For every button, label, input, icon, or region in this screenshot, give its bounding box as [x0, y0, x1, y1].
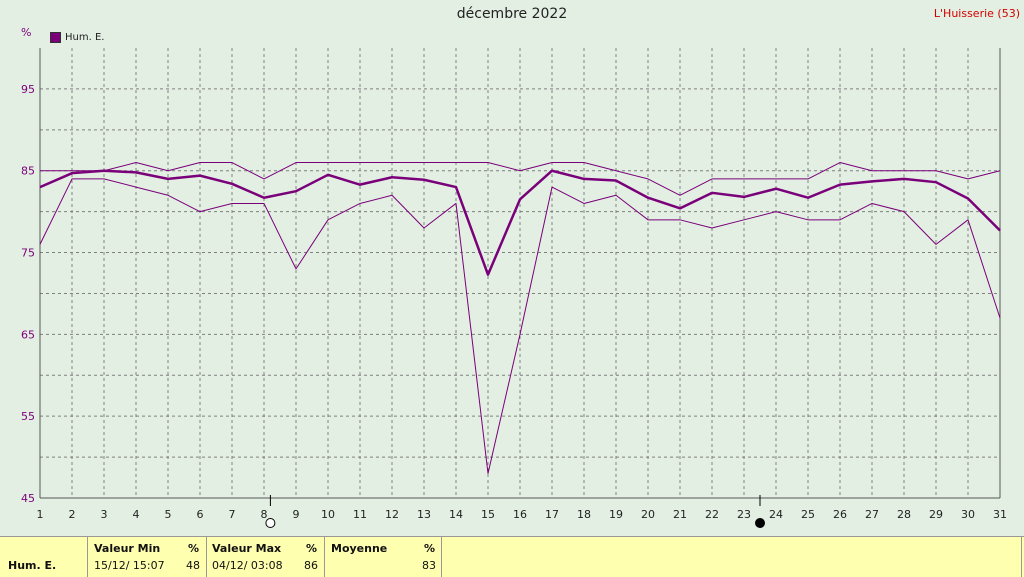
x-tick-label: 12 [385, 508, 399, 521]
x-tick-label: 24 [769, 508, 783, 521]
min-unit: % [188, 542, 200, 555]
x-tick-label: 2 [69, 508, 76, 521]
x-tick-label: 25 [801, 508, 815, 521]
max-value: 86 [304, 559, 318, 572]
stats-footer: Hum. E. Valeur Min % 15/12/ 15:07 48 Val… [0, 536, 1024, 577]
x-tick-label: 18 [577, 508, 591, 521]
x-tick-label: 28 [897, 508, 911, 521]
x-tick-label: 7 [229, 508, 236, 521]
y-tick-label: 95 [21, 83, 35, 96]
min-value: 48 [186, 559, 200, 572]
x-tick-label: 29 [929, 508, 943, 521]
max-header: Valeur Max [212, 542, 282, 555]
min-date: 15/12/ 15:07 [94, 559, 165, 572]
y-tick-label: 75 [21, 247, 35, 260]
x-tick-label: 17 [545, 508, 559, 521]
x-tick-label: 9 [293, 508, 300, 521]
x-tick-label: 16 [513, 508, 527, 521]
legend-label: Hum. E. [65, 32, 105, 43]
footer-divider [87, 537, 88, 577]
x-tick-label: 30 [961, 508, 975, 521]
footer-divider [324, 537, 325, 577]
y-tick-label: 55 [21, 410, 35, 423]
x-tick-label: 15 [481, 508, 495, 521]
legend-swatch [50, 32, 61, 43]
new-moon-icon [755, 518, 765, 528]
x-tick-label: 4 [133, 508, 140, 521]
stats-series-label: Hum. E. [8, 559, 57, 572]
x-tick-label: 8 [261, 508, 268, 521]
x-tick-label: 21 [673, 508, 687, 521]
x-tick-label: 6 [197, 508, 204, 521]
x-tick-label: 10 [321, 508, 335, 521]
avg-header: Moyenne [331, 542, 388, 555]
min-header: Valeur Min [94, 542, 161, 555]
footer-divider [441, 537, 442, 577]
x-tick-label: 3 [101, 508, 108, 521]
series-line-max [40, 162, 1001, 196]
x-tick-label: 11 [353, 508, 367, 521]
y-tick-label: 65 [21, 328, 35, 341]
x-tick-label: 19 [609, 508, 623, 521]
footer-divider [1021, 537, 1022, 577]
y-axis-unit: % [21, 26, 32, 39]
footer-divider [206, 537, 207, 577]
avg-value: 83 [422, 559, 436, 572]
x-tick-label: 22 [705, 508, 719, 521]
x-tick-label: 27 [865, 508, 879, 521]
x-tick-label: 31 [993, 508, 1007, 521]
max-date: 04/12/ 03:08 [212, 559, 283, 572]
avg-unit: % [424, 542, 436, 555]
x-tick-label: 23 [737, 508, 751, 521]
y-tick-label: 85 [21, 165, 35, 178]
x-tick-label: 5 [165, 508, 172, 521]
y-tick-label: 45 [21, 492, 35, 505]
station-name: L'Huisserie (53) [933, 7, 1020, 20]
x-tick-label: 20 [641, 508, 655, 521]
legend: Hum. E. [50, 32, 104, 43]
series-line-mean [39, 169, 1001, 276]
x-tick-label: 13 [417, 508, 431, 521]
max-unit: % [306, 542, 318, 555]
x-tick-label: 26 [833, 508, 847, 521]
x-tick-label: 1 [37, 508, 44, 521]
series-line-min [39, 178, 1001, 474]
chart-title: décembre 2022 [456, 6, 568, 22]
full-moon-icon [265, 518, 276, 528]
x-tick-label: 14 [449, 508, 463, 521]
